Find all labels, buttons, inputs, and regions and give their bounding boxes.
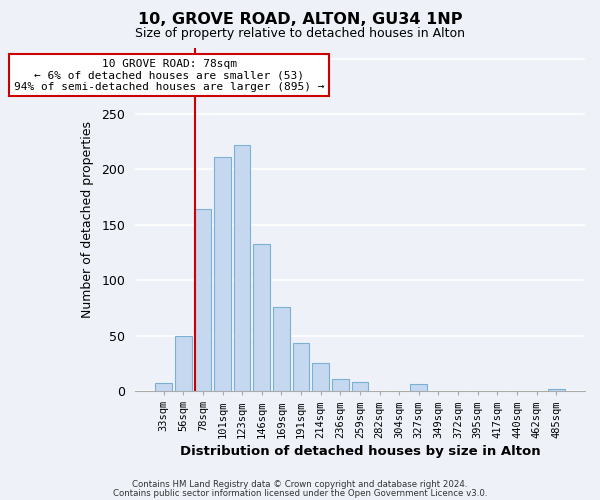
Bar	[332, 379, 349, 391]
Bar	[352, 382, 368, 391]
Text: 10, GROVE ROAD, ALTON, GU34 1NP: 10, GROVE ROAD, ALTON, GU34 1NP	[138, 12, 462, 28]
Text: Contains public sector information licensed under the Open Government Licence v3: Contains public sector information licen…	[113, 488, 487, 498]
X-axis label: Distribution of detached houses by size in Alton: Distribution of detached houses by size …	[179, 444, 540, 458]
Y-axis label: Number of detached properties: Number of detached properties	[81, 121, 94, 318]
Text: Size of property relative to detached houses in Alton: Size of property relative to detached ho…	[135, 28, 465, 40]
Bar	[410, 384, 427, 391]
Bar	[548, 389, 565, 391]
Bar	[234, 145, 250, 391]
Bar	[194, 210, 211, 391]
Bar	[313, 364, 329, 391]
Text: 10 GROVE ROAD: 78sqm
← 6% of detached houses are smaller (53)
94% of semi-detach: 10 GROVE ROAD: 78sqm ← 6% of detached ho…	[14, 58, 325, 92]
Bar	[214, 157, 231, 391]
Bar	[273, 307, 290, 391]
Bar	[175, 336, 191, 391]
Bar	[155, 384, 172, 391]
Bar	[293, 344, 310, 391]
Bar	[253, 244, 270, 391]
Text: Contains HM Land Registry data © Crown copyright and database right 2024.: Contains HM Land Registry data © Crown c…	[132, 480, 468, 489]
